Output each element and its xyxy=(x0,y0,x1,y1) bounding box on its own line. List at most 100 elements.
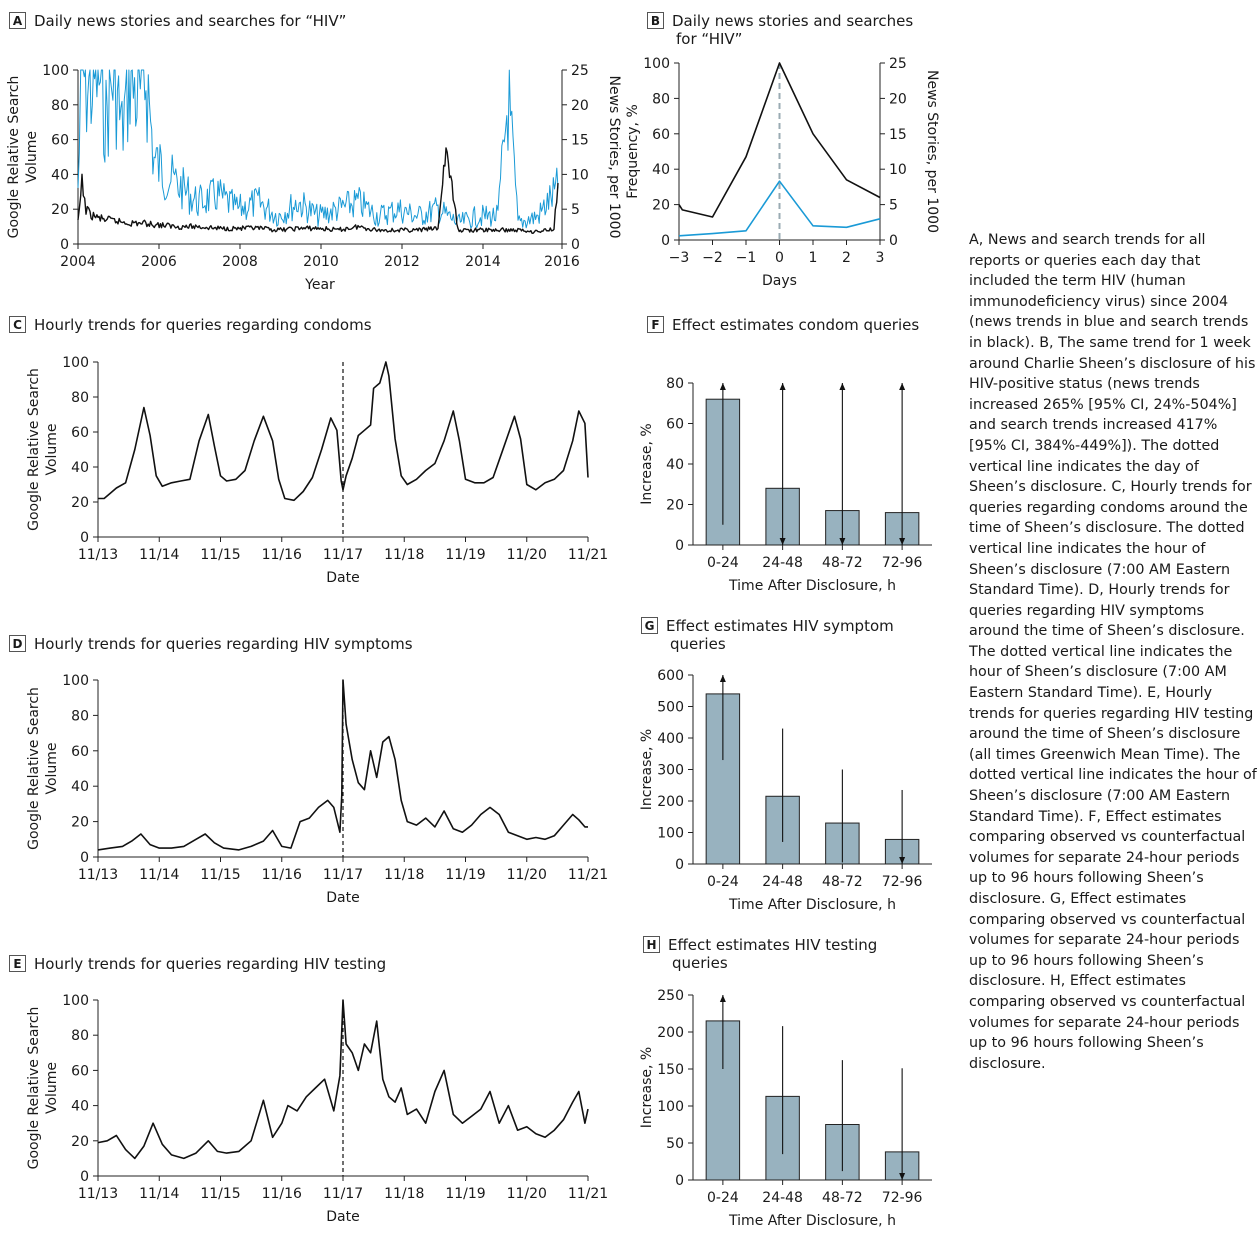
panel-a-y-tick-label: 80 xyxy=(51,98,69,114)
panel-h-y-tick-label: 100 xyxy=(657,1099,684,1115)
panel-b-y2-axis-label: News Stories, per 1000 xyxy=(924,70,940,233)
panel-a-y2-tick-label: 10 xyxy=(571,167,589,183)
panel-c-x-tick-label: 11/16 xyxy=(262,547,302,563)
panel-c-title: C Hourly trends for queries regarding con… xyxy=(9,316,372,334)
panel-b-title-line-1: Daily news stories and searches xyxy=(672,12,914,30)
panel-a-y-tick-label: 60 xyxy=(51,133,69,149)
panel-d-x-tick-label: 11/18 xyxy=(384,867,424,883)
panel-c-y-tick-label: 80 xyxy=(71,390,89,406)
panel-d-y-tick-label: 80 xyxy=(71,708,89,724)
panel-e-y-axis-label-line-2: Volume xyxy=(44,1062,60,1114)
panel-h-y-tick-label: 50 xyxy=(666,1136,684,1152)
panel-b-x-tick-label: −2 xyxy=(702,250,723,266)
panel-f-x-axis-label: Time After Disclosure, h xyxy=(728,578,896,594)
panel-c-x-axis-label: Date xyxy=(326,570,359,586)
panel-a-x-tick-label: 2010 xyxy=(303,254,339,270)
panel-g-x-tick-label: 0-24 xyxy=(707,874,739,890)
panel-c-x-tick-label: 11/13 xyxy=(78,547,118,563)
panel-g-y-tick-label: 500 xyxy=(657,700,684,716)
panel-d-letter: D xyxy=(9,635,26,652)
panel-d-x-tick-label: 11/14 xyxy=(139,867,179,883)
panel-c-x-tick-label: 11/19 xyxy=(445,547,485,563)
panel-b-title: B Daily news stories and searches for “HI… xyxy=(647,12,913,48)
panel-b-series-search xyxy=(678,62,881,218)
panel-e-x-tick-label: 11/20 xyxy=(507,1186,547,1202)
panel-e-x-tick-label: 11/13 xyxy=(78,1186,118,1202)
panel-e-x-tick-label: 11/21 xyxy=(568,1186,608,1202)
panel-g-y-axis-label: Increase, % xyxy=(639,729,655,810)
panel-g-x-axis-label: Time After Disclosure, h xyxy=(728,897,896,913)
panel-b-y-tick-label: 100 xyxy=(643,56,670,72)
panel-f-title-text: Effect estimates condom queries xyxy=(672,316,920,334)
panel-d-y-tick-label: 40 xyxy=(71,779,89,795)
panel-b-y2-tick-label: 5 xyxy=(889,198,898,214)
panel-b-y-tick-label: 20 xyxy=(652,198,670,214)
panel-f-y-tick-label: 40 xyxy=(666,457,684,473)
panel-e-x-tick-label: 11/14 xyxy=(139,1186,179,1202)
panel-b-y-axis-label: Frequency, % xyxy=(625,104,641,199)
panel-e-y-axis-label-line-1: Google Relative Search xyxy=(26,1007,42,1170)
panel-b-y2-tick-label: 20 xyxy=(889,91,907,107)
panel-c-x-tick-label: 11/17 xyxy=(323,547,363,563)
panel-g-letter: G xyxy=(641,617,658,634)
panel-a-x-tick-label: 2014 xyxy=(465,254,501,270)
panel-e-y-tick-label: 60 xyxy=(71,1063,89,1079)
panel-d-y-axis-label-line-1: Google Relative Search xyxy=(26,687,42,850)
panel-d-y-tick-label: 20 xyxy=(71,815,89,831)
panel-d-x-tick-label: 11/21 xyxy=(568,867,608,883)
panel-e-x-tick-label: 11/15 xyxy=(200,1186,240,1202)
panel-b-y-tick-label: 0 xyxy=(661,233,670,249)
panel-b-x-tick-label: 1 xyxy=(809,250,818,266)
panel-b-x-tick-label: −1 xyxy=(736,250,757,266)
panel-a-x-axis-label: Year xyxy=(304,277,335,293)
panel-e-x-tick-label: 11/16 xyxy=(262,1186,302,1202)
panel-b-y2-tick-label: 0 xyxy=(889,233,898,249)
panel-f-title: F Effect estimates condom queries xyxy=(647,316,919,334)
panel-f-ci-arrow-down xyxy=(779,538,786,545)
panel-d-series-search xyxy=(97,679,588,851)
panel-a-y2-tick-label: 20 xyxy=(571,98,589,114)
panel-c-x-tick-label: 11/21 xyxy=(568,547,608,563)
panel-f-ci-arrow-down xyxy=(839,538,846,545)
panel-h-ci-arrow-down xyxy=(899,1173,906,1180)
panel-f-ci-arrow-up xyxy=(779,383,786,390)
panel-h-x-axis-label: Time After Disclosure, h xyxy=(728,1213,896,1229)
panel-d-x-tick-label: 11/13 xyxy=(78,867,118,883)
panel-g-y-tick-label: 400 xyxy=(657,731,684,747)
panel-d-x-tick-label: 11/20 xyxy=(507,867,547,883)
panel-a-series-search xyxy=(77,147,559,234)
panel-a-y-tick-label: 40 xyxy=(51,167,69,183)
panel-a-x-tick-label: 2004 xyxy=(60,254,96,270)
panel-f-x-tick-label: 72-96 xyxy=(882,555,923,571)
panel-g-y-tick-label: 600 xyxy=(657,668,684,684)
panel-d-x-tick-label: 11/17 xyxy=(323,867,363,883)
panel-f-ci-arrow-up xyxy=(719,383,726,390)
panel-h-title-line-2: queries xyxy=(672,954,728,972)
panel-f-x-tick-label: 48-72 xyxy=(822,555,863,571)
panel-e-letter: E xyxy=(9,955,26,972)
panel-f-x-tick-label: 0-24 xyxy=(707,555,739,571)
panel-a-title-text: Daily news stories and searches for “HIV… xyxy=(34,12,347,30)
panel-a-y-axis-label-line-2: Volume xyxy=(24,131,40,183)
panel-b-x-axis-label: Days xyxy=(762,273,797,289)
panel-e-x-tick-label: 11/19 xyxy=(445,1186,485,1202)
panel-b-y-tick-label: 80 xyxy=(652,91,670,107)
panel-a-letter: A xyxy=(9,12,26,29)
panel-h-letter: H xyxy=(643,936,660,953)
panel-b-x-tick-label: 3 xyxy=(876,250,885,266)
panel-a-y-tick-label: 20 xyxy=(51,202,69,218)
panel-g-title-line-1: Effect estimates HIV symptom xyxy=(666,617,894,635)
panel-e-x-tick-label: 11/18 xyxy=(384,1186,424,1202)
panel-c-y-tick-label: 40 xyxy=(71,460,89,476)
panel-c-x-tick-label: 11/20 xyxy=(507,547,547,563)
panel-g-y-tick-label: 300 xyxy=(657,763,684,779)
panel-d-title: D Hourly trends for queries regarding HIV… xyxy=(9,635,413,653)
panel-a-y2-tick-label: 5 xyxy=(571,202,580,218)
panel-g-ci-arrow-down xyxy=(899,857,906,864)
panel-a-y2-axis-label: News Stories, per 1000 xyxy=(606,75,622,238)
panel-f-y-tick-label: 0 xyxy=(675,538,684,554)
panel-h-x-tick-label: 24-48 xyxy=(762,1190,803,1206)
panel-c-letter: C xyxy=(9,316,26,333)
panel-h-y-axis-label: Increase, % xyxy=(639,1047,655,1128)
panel-h-y-tick-label: 200 xyxy=(657,1025,684,1041)
